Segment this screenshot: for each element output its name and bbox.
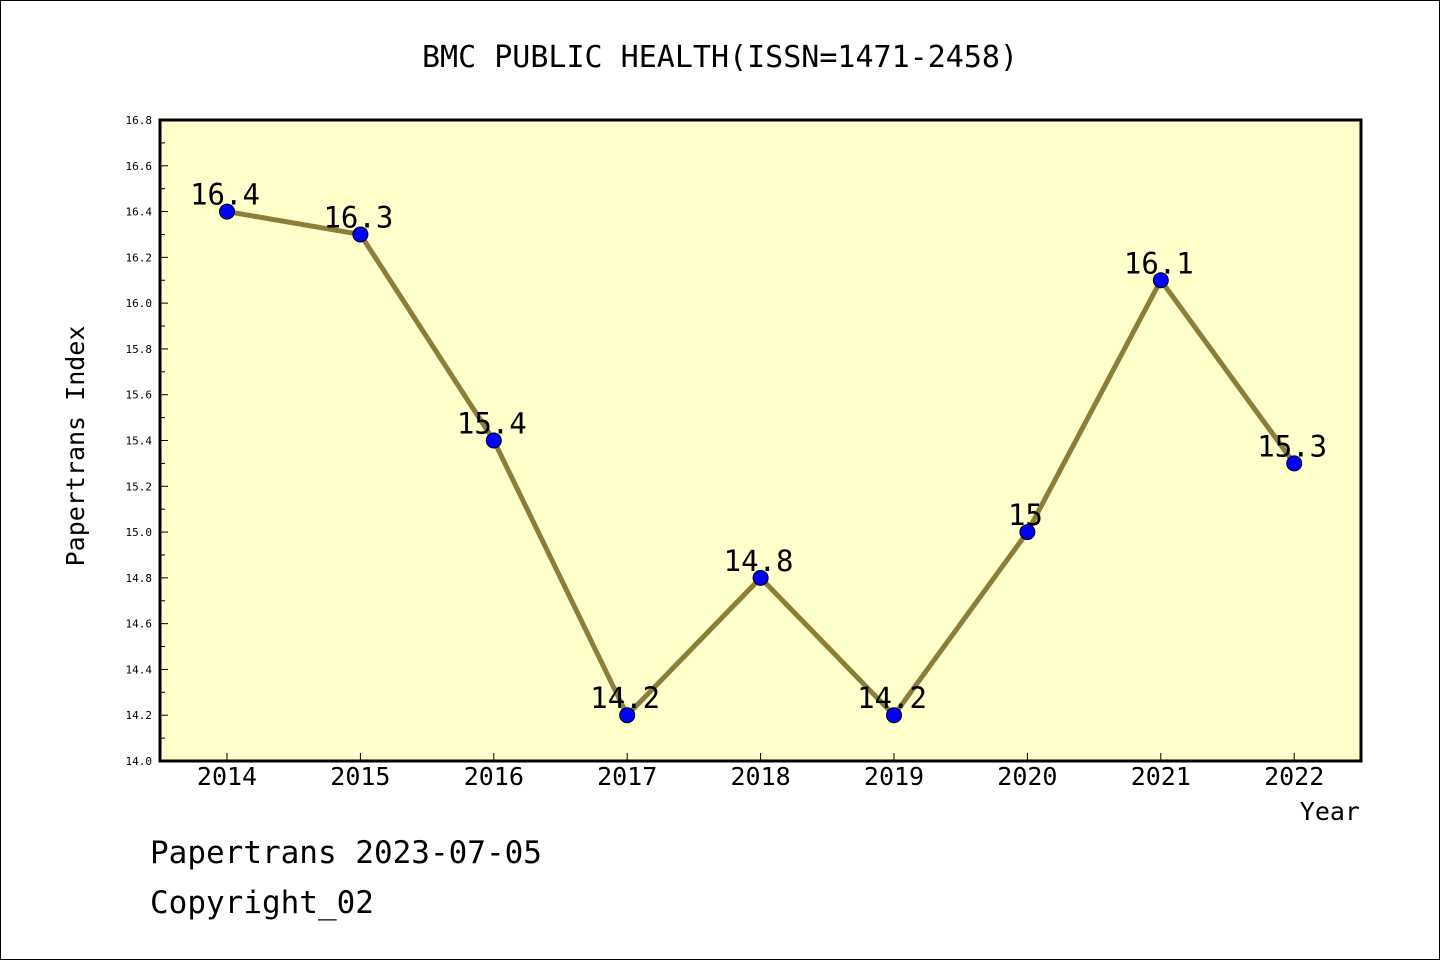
data-point [886, 707, 902, 724]
y-axis: 14.0 14.2 14.4 14.6 14.8 15.0 15.2 15.4 15.6 15.8… [126, 114, 168, 768]
y-tick-label: 15.0 [126, 526, 153, 539]
data-point [619, 707, 636, 724]
y-tick-label: 15.2 [126, 480, 153, 493]
footer-copyright: Copyright_02 [150, 885, 374, 921]
footer-date: Papertrans 2023-07-05 [150, 835, 542, 871]
y-tick-label: 14.8 [126, 572, 153, 585]
series-line-group [219, 203, 1303, 724]
data-label: 16.3 [323, 200, 393, 234]
x-tick-label: 2017 [597, 762, 657, 791]
y-tick-label: 16.0 [126, 297, 153, 310]
data-label: 15.4 [457, 407, 527, 441]
data-label: 14.2 [857, 681, 927, 715]
y-tick-label: 14.6 [126, 618, 153, 631]
x-tick-label: 2018 [730, 762, 790, 791]
x-tick-label: 2016 [464, 762, 524, 791]
data-labels-group: 16.4 16.3 15.4 14.2 14.8 14.2 15 16.1 15.3 [190, 178, 1327, 716]
x-tick-label: 2019 [864, 762, 924, 791]
y-tick-label: 16.2 [126, 251, 153, 264]
y-tick-label: 16.4 [126, 206, 153, 219]
x-axis: 2014 2015 2016 2017 2018 2019 2020 2021 2022 [197, 753, 1324, 791]
data-label: 15.3 [1257, 429, 1327, 463]
data-label: 16.1 [1124, 246, 1194, 280]
data-point [752, 569, 769, 586]
y-tick-label: 16.8 [126, 114, 153, 127]
data-point [1152, 272, 1169, 289]
data-label: 16.4 [190, 178, 260, 212]
x-tick-label: 2021 [1131, 762, 1191, 791]
data-point [219, 203, 235, 220]
data-label: 14.2 [590, 681, 660, 715]
y-axis-label: Papertrans Index [61, 326, 90, 567]
data-point [485, 432, 502, 449]
data-point [1286, 455, 1303, 472]
x-tick-label: 2015 [330, 762, 390, 791]
y-tick-label: 16.6 [126, 160, 153, 173]
y-tick-label: 14.0 [126, 755, 153, 768]
y-tick-label: 15.4 [126, 435, 153, 448]
y-tick-label: 14.2 [126, 709, 153, 722]
data-label: 14.8 [724, 544, 794, 578]
y-tick-label: 15.8 [126, 343, 153, 356]
chart-title: BMC PUBLIC HEALTH(ISSN=1471-2458) [422, 40, 1018, 75]
y-tick-label: 14.4 [126, 663, 153, 676]
x-tick-label: 2020 [997, 762, 1057, 791]
data-point [352, 226, 369, 243]
data-label: 15 [1008, 498, 1043, 532]
x-axis-label: Year [1300, 797, 1360, 826]
x-tick-label: 2014 [197, 762, 257, 791]
data-point [1019, 524, 1036, 541]
x-tick-label: 2022 [1264, 762, 1324, 791]
y-tick-label: 15.6 [126, 389, 153, 402]
